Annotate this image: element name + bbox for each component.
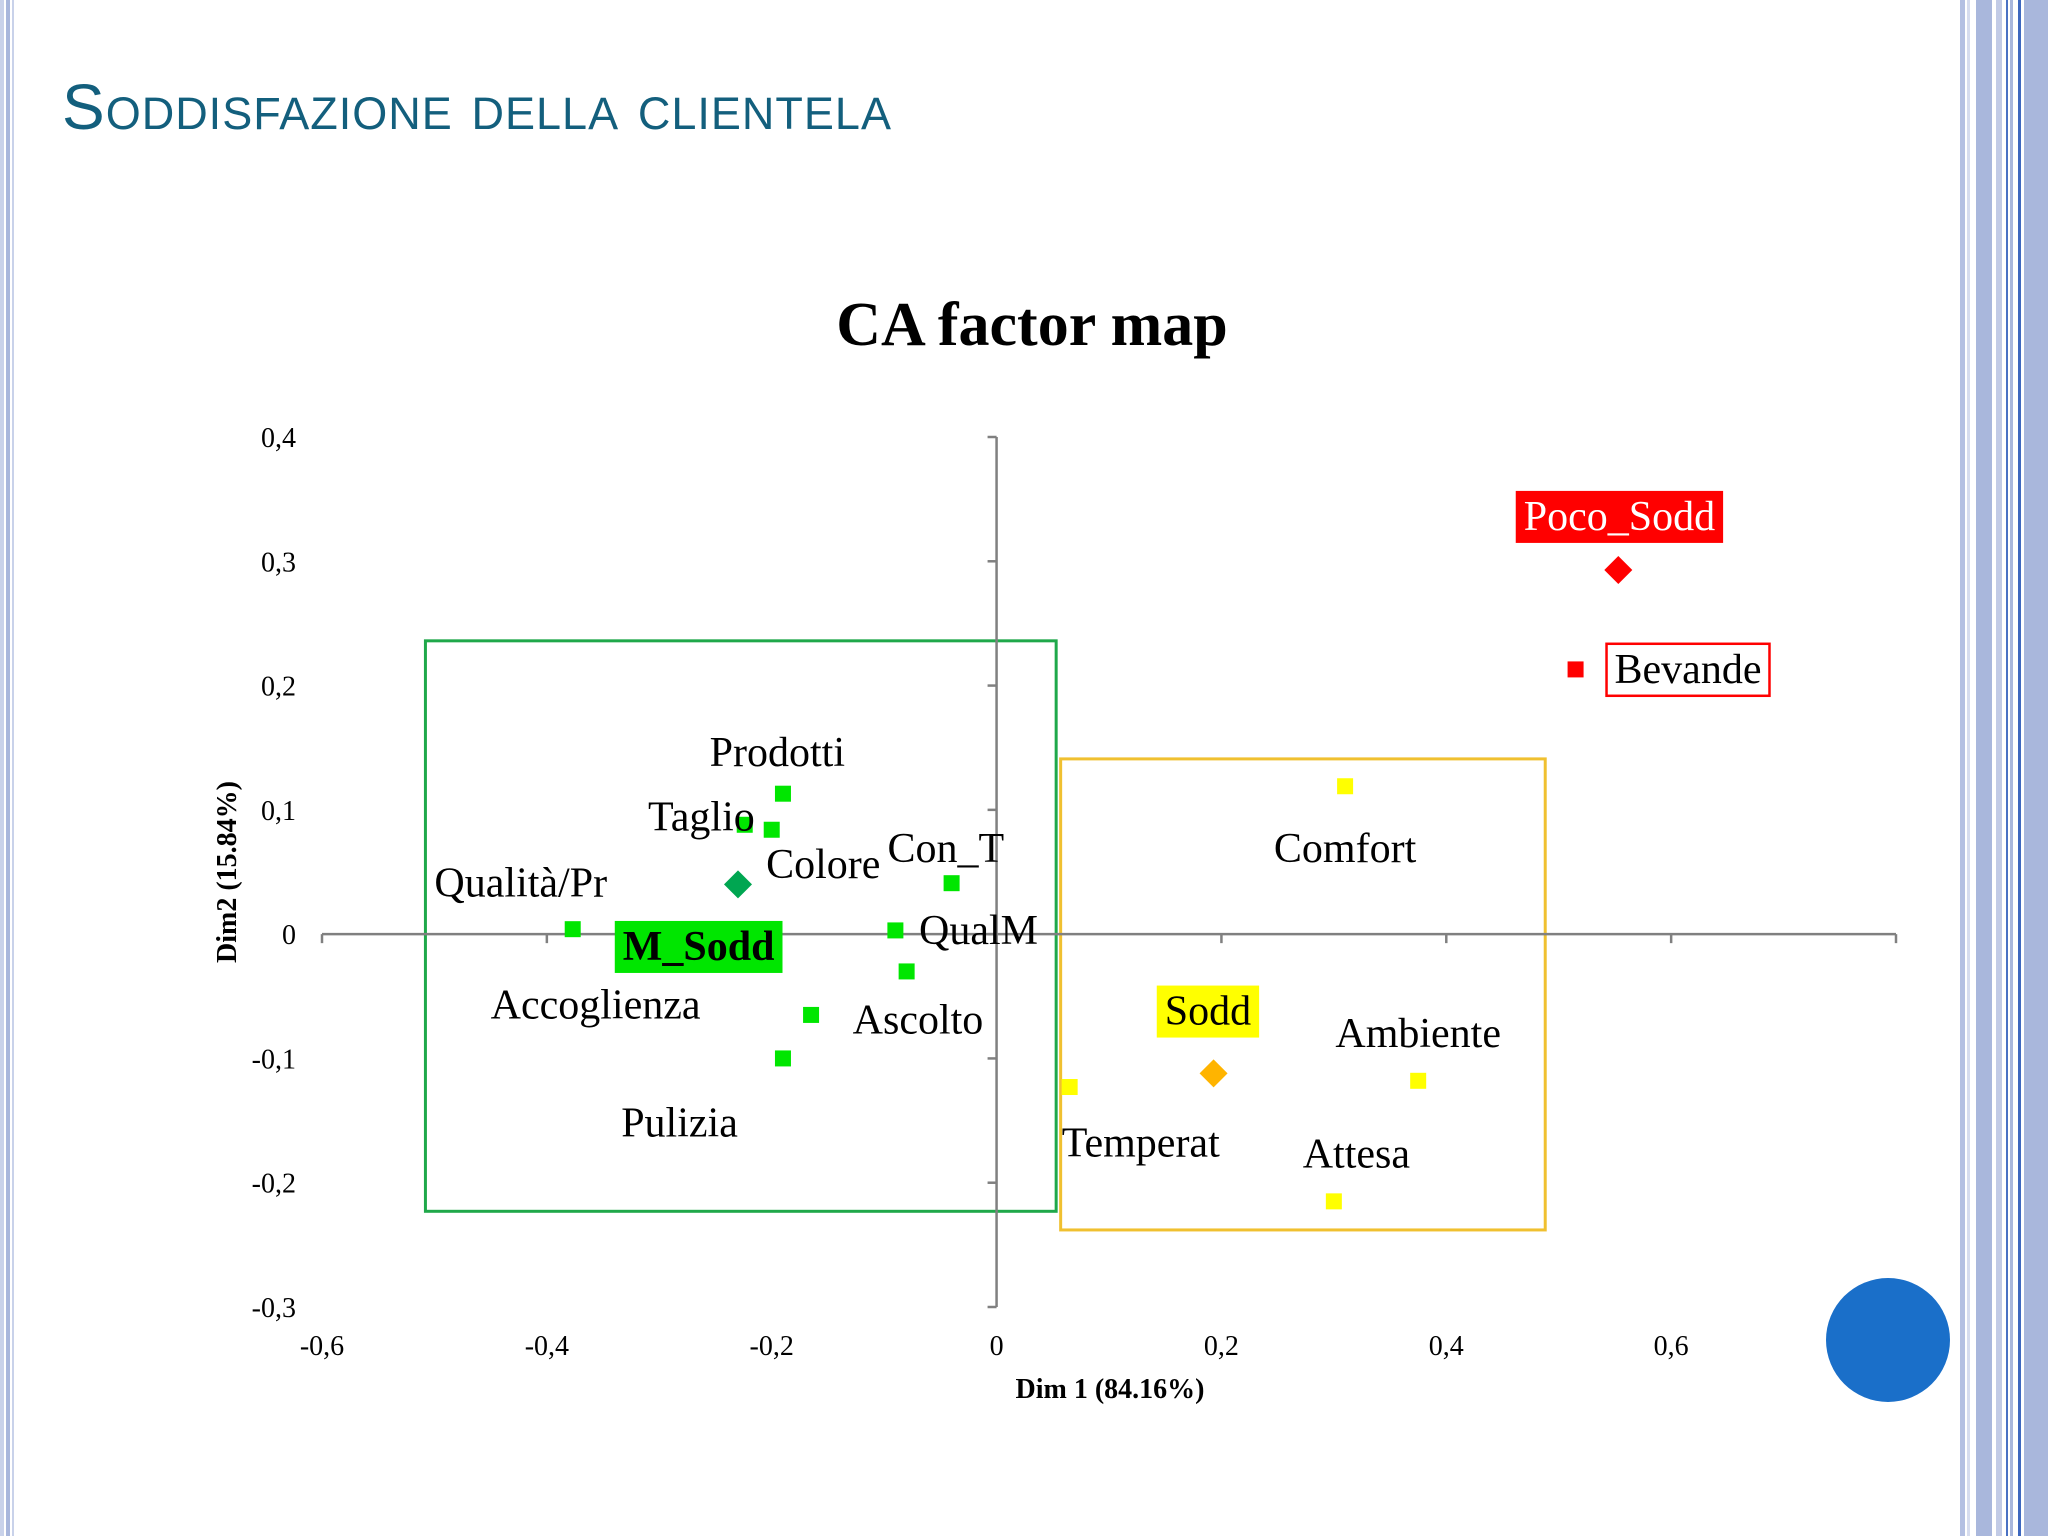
point-colore <box>763 821 780 838</box>
x-tick-label: 0,2 <box>1204 1331 1239 1362</box>
label-bevande: Bevande <box>1615 647 1762 693</box>
chart-title: CA factor map <box>836 291 1227 359</box>
centroid-m-sodd <box>723 870 752 899</box>
label-qualit-pr: Qualità/Pr <box>434 861 607 907</box>
y-axis-title: Dim2 (15.84%) <box>212 781 243 963</box>
y-tick-label: -0,3 <box>252 1293 296 1324</box>
centroid-poco-sodd <box>1604 555 1633 584</box>
green-group-box <box>423 639 1058 1213</box>
slide-frame-right <box>1960 0 2048 1536</box>
label-group-qualit-pr: Qualità/Pr <box>434 861 607 907</box>
y-tick-label: -0,2 <box>252 1169 296 1200</box>
point-temperat <box>1061 1079 1078 1096</box>
label-group-taglio: Taglio <box>648 795 755 841</box>
label-group-poco-sodd: Poco_Sodd <box>1515 490 1724 543</box>
point-accoglienza <box>803 1006 820 1023</box>
x-tick-label: -0,6 <box>300 1331 344 1362</box>
point-con-t <box>943 875 960 892</box>
point-qualit-pr <box>564 921 581 938</box>
point-ascolto <box>774 1050 791 1067</box>
point-prodotti <box>774 785 791 802</box>
label-group-pulizia: Pulizia <box>621 1100 738 1146</box>
x-tick-label: 0,4 <box>1429 1331 1464 1362</box>
label-poco-sodd: Poco_Sodd <box>1524 494 1715 540</box>
x-tick-label: 0 <box>990 1331 1004 1362</box>
label-taglio: Taglio <box>648 795 755 841</box>
label-group-ascolto: Ascolto <box>853 997 984 1043</box>
label-bg-m-sodd <box>614 920 783 973</box>
page-number-circle <box>1826 1278 1950 1402</box>
label-bg-sodd <box>1156 985 1260 1038</box>
label-group-sodd: Sodd <box>1156 985 1260 1038</box>
label-group-ambiente: Ambiente <box>1335 1011 1501 1057</box>
y-tick-label: 0,3 <box>261 547 296 578</box>
data-points <box>564 555 1633 1210</box>
label-group-comfort: Comfort <box>1274 826 1417 872</box>
yellow-group-box <box>1059 757 1547 1232</box>
slide-frame-left <box>0 0 22 1536</box>
label-pulizia: Pulizia <box>621 1100 738 1146</box>
label-sodd: Sodd <box>1165 989 1251 1035</box>
y-tick-label: 0 <box>282 920 296 951</box>
point-unlabeled <box>898 963 915 980</box>
y-tick-label: 0,1 <box>261 796 296 827</box>
axes: -0,6-0,4-0,200,20,40,60,8-0,3-0,2-0,100,… <box>252 423 1914 1362</box>
label-group-bevande: Bevande <box>1605 642 1771 698</box>
label-ascolto: Ascolto <box>853 997 984 1043</box>
point-bevande <box>1567 661 1584 678</box>
y-tick-label: 0,2 <box>261 672 296 703</box>
x-tick-label: 0,6 <box>1654 1331 1689 1362</box>
y-tick-label: 0,4 <box>261 423 296 454</box>
x-tick-label: -0,4 <box>525 1331 569 1362</box>
label-accoglienza: Accoglienza <box>491 982 701 1028</box>
label-group-attesa: Attesa <box>1303 1131 1411 1177</box>
slide-title: Soddisfazione della clientela <box>62 71 892 143</box>
label-attesa: Attesa <box>1303 1131 1411 1177</box>
x-axis-title: Dim 1 (84.16%) <box>1016 1374 1205 1405</box>
label-bg-poco-sodd <box>1515 490 1724 543</box>
label-comfort: Comfort <box>1274 826 1417 872</box>
point-taglio <box>736 816 753 833</box>
point-comfort <box>1337 778 1354 795</box>
label-temperat: Temperat <box>1062 1120 1220 1166</box>
label-con-t: Con_T <box>888 826 1005 872</box>
label-group-prodotti: Prodotti <box>710 730 845 776</box>
label-ambiente: Ambiente <box>1335 1011 1501 1057</box>
x-tick-label: -0,2 <box>750 1331 794 1362</box>
label-bg-bevande <box>1605 642 1771 698</box>
point-attesa <box>1325 1193 1342 1210</box>
point-ambiente <box>1410 1072 1427 1089</box>
group-boxes <box>423 639 1547 1232</box>
y-tick-label: -0,1 <box>252 1044 296 1075</box>
centroid-sodd <box>1199 1059 1228 1088</box>
label-m-sodd: M_Sodd <box>623 924 775 970</box>
label-group-accoglienza: Accoglienza <box>491 982 701 1028</box>
label-group-con-t: Con_T <box>888 826 1005 872</box>
point-qualm <box>887 922 904 939</box>
label-group-qualm: QualM <box>919 908 1038 954</box>
label-qualm: QualM <box>919 908 1038 954</box>
label-group-m-sodd: M_Sodd <box>614 920 783 973</box>
label-colore: Colore <box>766 842 880 888</box>
label-group-temperat: Temperat <box>1062 1120 1220 1166</box>
label-prodotti: Prodotti <box>710 730 845 776</box>
label-group-colore: Colore <box>766 842 880 888</box>
